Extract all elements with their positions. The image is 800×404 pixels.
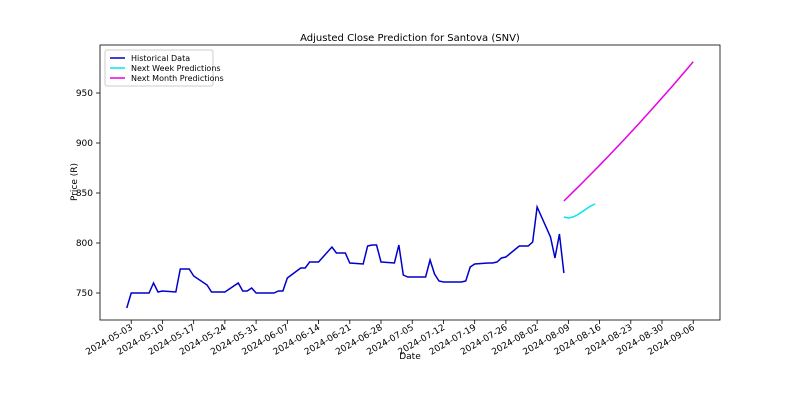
chart-title: Adjusted Close Prediction for Santova (S… bbox=[300, 33, 520, 44]
legend-label: Historical Data bbox=[131, 54, 190, 63]
legend-label: Next Week Predictions bbox=[131, 64, 221, 73]
plot-frame bbox=[99, 44, 721, 321]
y-tick-label: 800 bbox=[76, 239, 93, 249]
legend-box bbox=[104, 49, 214, 87]
y-tick-label: 950 bbox=[76, 89, 93, 99]
data-line bbox=[563, 203, 596, 219]
y-tick-label: 750 bbox=[76, 289, 93, 299]
data-line bbox=[563, 61, 694, 202]
x-axis-label: Date bbox=[399, 352, 421, 362]
y-axis-label: Price (R) bbox=[70, 163, 80, 201]
data-line bbox=[126, 204, 565, 309]
y-tick-label: 850 bbox=[76, 189, 93, 199]
legend-label: Next Month Predictions bbox=[131, 74, 224, 83]
y-tick-label: 900 bbox=[76, 139, 93, 149]
